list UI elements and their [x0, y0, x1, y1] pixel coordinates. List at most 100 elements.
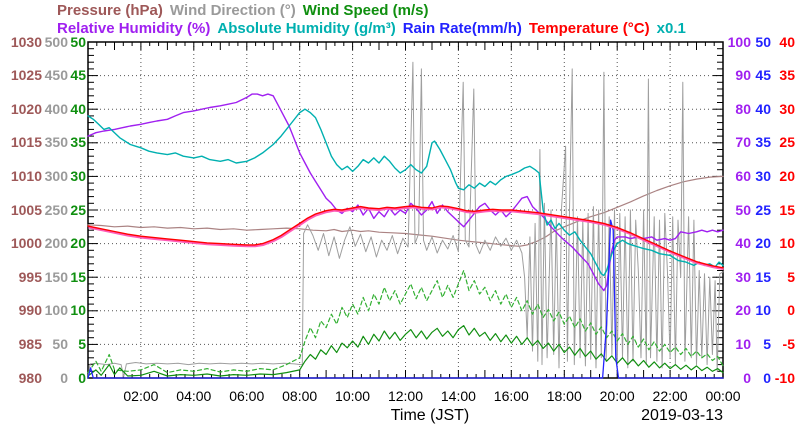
left-axis-wind-direction-label: 350 — [44, 134, 68, 151]
left-axis-wind-direction-label: 450 — [44, 67, 68, 84]
left-axis-wind-direction-label: 250 — [44, 201, 68, 218]
right-axis-rain-rate-label: 25 — [755, 201, 771, 218]
right-axis-rain-rate-label: 45 — [755, 67, 771, 84]
series-temperature — [87, 205, 724, 269]
legend-item-wind-direction: Wind Direction (°) — [169, 2, 296, 19]
left-axis-wind-direction-label: 150 — [44, 268, 68, 285]
left-axis-wind-direction-label: 400 — [44, 100, 68, 117]
right-axis-rain-rate-label: 5 — [763, 335, 771, 352]
right-axis-temperature-label: -5 — [782, 335, 795, 352]
left-axis-wind-direction-label: 200 — [44, 235, 68, 252]
time-axis-label: 20:00 — [599, 388, 635, 404]
left-axis-wind-speed-label: 40 — [70, 100, 86, 117]
left-axis-wind-speed-label: 25 — [70, 201, 86, 218]
right-axis-temperature-label: -10 — [774, 369, 795, 386]
left-axis-pressure-label: 1025 — [10, 67, 42, 84]
date-label: 2019-03-13 — [641, 407, 723, 424]
left-axis-wind-speed-label: 20 — [70, 235, 86, 252]
left-axis-wind-speed-label: 0 — [78, 369, 86, 386]
left-axis-wind-direction-label: 500 — [44, 33, 68, 50]
right-axis-rain-rate-label: 30 — [755, 167, 771, 184]
series-rain-rate — [87, 219, 724, 379]
legend-item-wind-speed-m-s: Wind Speed (m/s) — [302, 2, 429, 19]
right-axis-temperature-label: 30 — [779, 100, 795, 117]
time-axis-label: 14:00 — [440, 388, 476, 404]
time-axis-label: 16:00 — [493, 388, 529, 404]
left-axis-pressure-label: 985 — [18, 335, 42, 352]
right-axis-temperature-label: 35 — [779, 67, 795, 84]
legend-item-temperature-c: Temperature (°C) — [528, 20, 650, 37]
right-axis-relative-humidity-label: 90 — [735, 67, 751, 84]
left-axis-pressure-label: 995 — [18, 268, 42, 285]
right-axis-relative-humidity-label: 40 — [735, 235, 751, 252]
right-axis-temperature-label: 25 — [779, 134, 795, 151]
time-axis-label: 02:00 — [123, 388, 159, 404]
series-wind-speed-gust — [87, 269, 724, 374]
left-axis-pressure-label: 1020 — [10, 100, 42, 117]
right-axis-temperature-label: 15 — [779, 201, 795, 218]
right-axis-relative-humidity-label: 20 — [735, 302, 751, 319]
series-absolute-humidity — [87, 108, 724, 277]
time-axis-label: 08:00 — [282, 388, 318, 404]
time-axis-label: 18:00 — [546, 388, 582, 404]
time-axis-label: 10:00 — [335, 388, 371, 404]
x-axis-title: Time (JST) — [390, 407, 470, 424]
left-axis-wind-direction-label: 0 — [60, 369, 68, 386]
right-axis-relative-humidity-label: 60 — [735, 167, 751, 184]
right-axis-relative-humidity-label: 70 — [735, 134, 751, 151]
right-axis-relative-humidity-label: 50 — [735, 201, 751, 218]
right-axis-relative-humidity-label: 80 — [735, 100, 751, 117]
left-axis-wind-speed-label: 35 — [70, 134, 86, 151]
right-axis-temperature-label: 5 — [787, 268, 795, 285]
left-axis-pressure-label: 1015 — [10, 134, 42, 151]
right-axis-relative-humidity-label: 100 — [727, 33, 751, 50]
right-axis-temperature-label: 40 — [779, 33, 795, 50]
left-axis-pressure-label: 1005 — [10, 201, 42, 218]
left-axis-wind-speed-label: 45 — [70, 67, 86, 84]
legend-item-pressure-hpa: Pressure (hPa) — [57, 2, 163, 19]
right-axis-temperature-label: 10 — [779, 235, 795, 252]
left-axis-wind-direction-label: 100 — [44, 302, 68, 319]
right-axis-temperature-label: 0 — [787, 302, 795, 319]
legend-item-rain-rate-mm-h: Rain Rate(mm/h) — [402, 20, 522, 37]
left-axis-wind-speed-label: 15 — [70, 268, 86, 285]
right-axis-rain-rate-label: 20 — [755, 235, 771, 252]
left-axis-wind-direction-label: 50 — [52, 335, 68, 352]
left-axis-wind-speed-label: 5 — [78, 335, 86, 352]
left-axis-wind-speed-label: 30 — [70, 167, 86, 184]
left-axis-pressure-label: 980 — [18, 369, 42, 386]
left-axis-pressure-label: 1010 — [10, 167, 42, 184]
right-axis-rain-rate-label: 15 — [755, 268, 771, 285]
right-axis-relative-humidity-label: 30 — [735, 268, 751, 285]
right-axis-temperature-label: 20 — [779, 167, 795, 184]
time-axis-label: 22:00 — [652, 388, 688, 404]
left-axis-pressure-label: 1000 — [10, 235, 42, 252]
time-axis-label: 04:00 — [176, 388, 212, 404]
series-wind-speed — [87, 325, 724, 377]
time-axis-label: 00:00 — [705, 388, 741, 404]
left-axis-pressure-label: 1030 — [10, 33, 42, 50]
legend-row-2: Relative Humidity (%) Absolute Humidity (… — [57, 20, 686, 37]
left-axis-pressure-label: 990 — [18, 302, 42, 319]
right-axis-rain-rate-label: 35 — [755, 134, 771, 151]
right-axis-rain-rate-label: 50 — [755, 33, 771, 50]
time-axis-label: 12:00 — [387, 388, 424, 404]
legend-item-x0-1: x0.1 — [656, 20, 686, 37]
legend-item-absolute-humidity-g-m: Absolute Humidity (g/m³) — [217, 20, 396, 37]
right-axis-relative-humidity-label: 0 — [743, 369, 751, 386]
legend-item-relative-humidity: Relative Humidity (%) — [57, 20, 211, 37]
left-axis-wind-speed-label: 50 — [70, 33, 86, 50]
right-axis-relative-humidity-label: 10 — [735, 335, 751, 352]
right-axis-rain-rate-label: 40 — [755, 100, 771, 117]
series-wind-direction — [87, 61, 724, 378]
right-axis-rain-rate-label: 0 — [763, 369, 771, 386]
left-axis-wind-direction-label: 300 — [44, 167, 68, 184]
series-pressure — [87, 175, 724, 247]
left-axis-wind-speed-label: 10 — [70, 302, 86, 319]
right-axis-rain-rate-label: 10 — [755, 302, 771, 319]
series-relative-humidity — [87, 93, 724, 292]
legend-row-1: Pressure (hPa) Wind Direction (°) Wind Spe… — [57, 2, 428, 19]
time-axis-label: 06:00 — [229, 388, 265, 404]
